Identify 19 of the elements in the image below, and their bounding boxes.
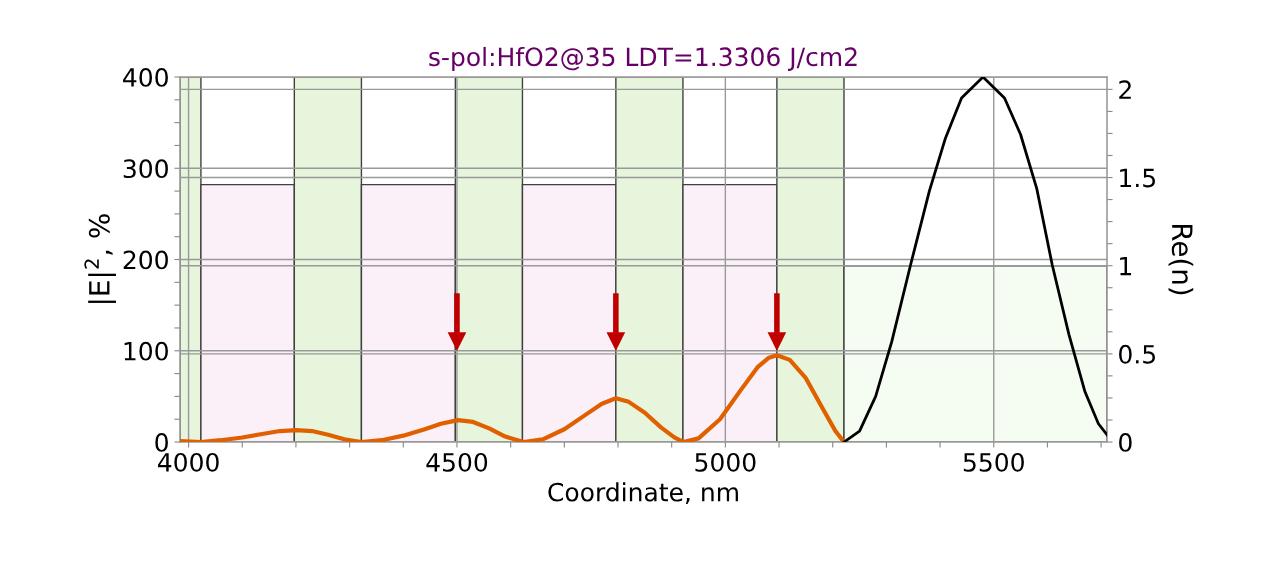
y-tick-label: 400 [123, 67, 168, 87]
line-series [179, 353, 847, 443]
y-tick-label: 100 [124, 341, 168, 361]
x-tick-label: 5000 [695, 452, 756, 472]
x-tick-label: 5500 [963, 452, 1024, 472]
x-tick-label: 4500 [426, 452, 488, 472]
y2-tick-label: 1.5 [1120, 168, 1155, 188]
y2-tick-label: 1 [1120, 256, 1132, 276]
y2-axis-title: Re(n) [1168, 225, 1194, 295]
y-tick-label: 300 [123, 159, 168, 179]
y2-tick-label: 0.5 [1119, 344, 1155, 364]
y-tick-label: 200 [123, 250, 168, 270]
y-axis-title: |E|$^{2}$, % [84, 214, 116, 303]
chart-title: s-pol:HfO2@35 LDT=1.3306 J/cm2 [429, 46, 857, 72]
x-axis-title: Coordinate, nm [548, 482, 738, 505]
y-tick-label: 0 [155, 432, 168, 452]
x-tick-label: 4000 [157, 452, 219, 472]
y2-tick-label: 0 [1119, 432, 1132, 452]
y2-tick-label: 2 [1119, 80, 1131, 99]
